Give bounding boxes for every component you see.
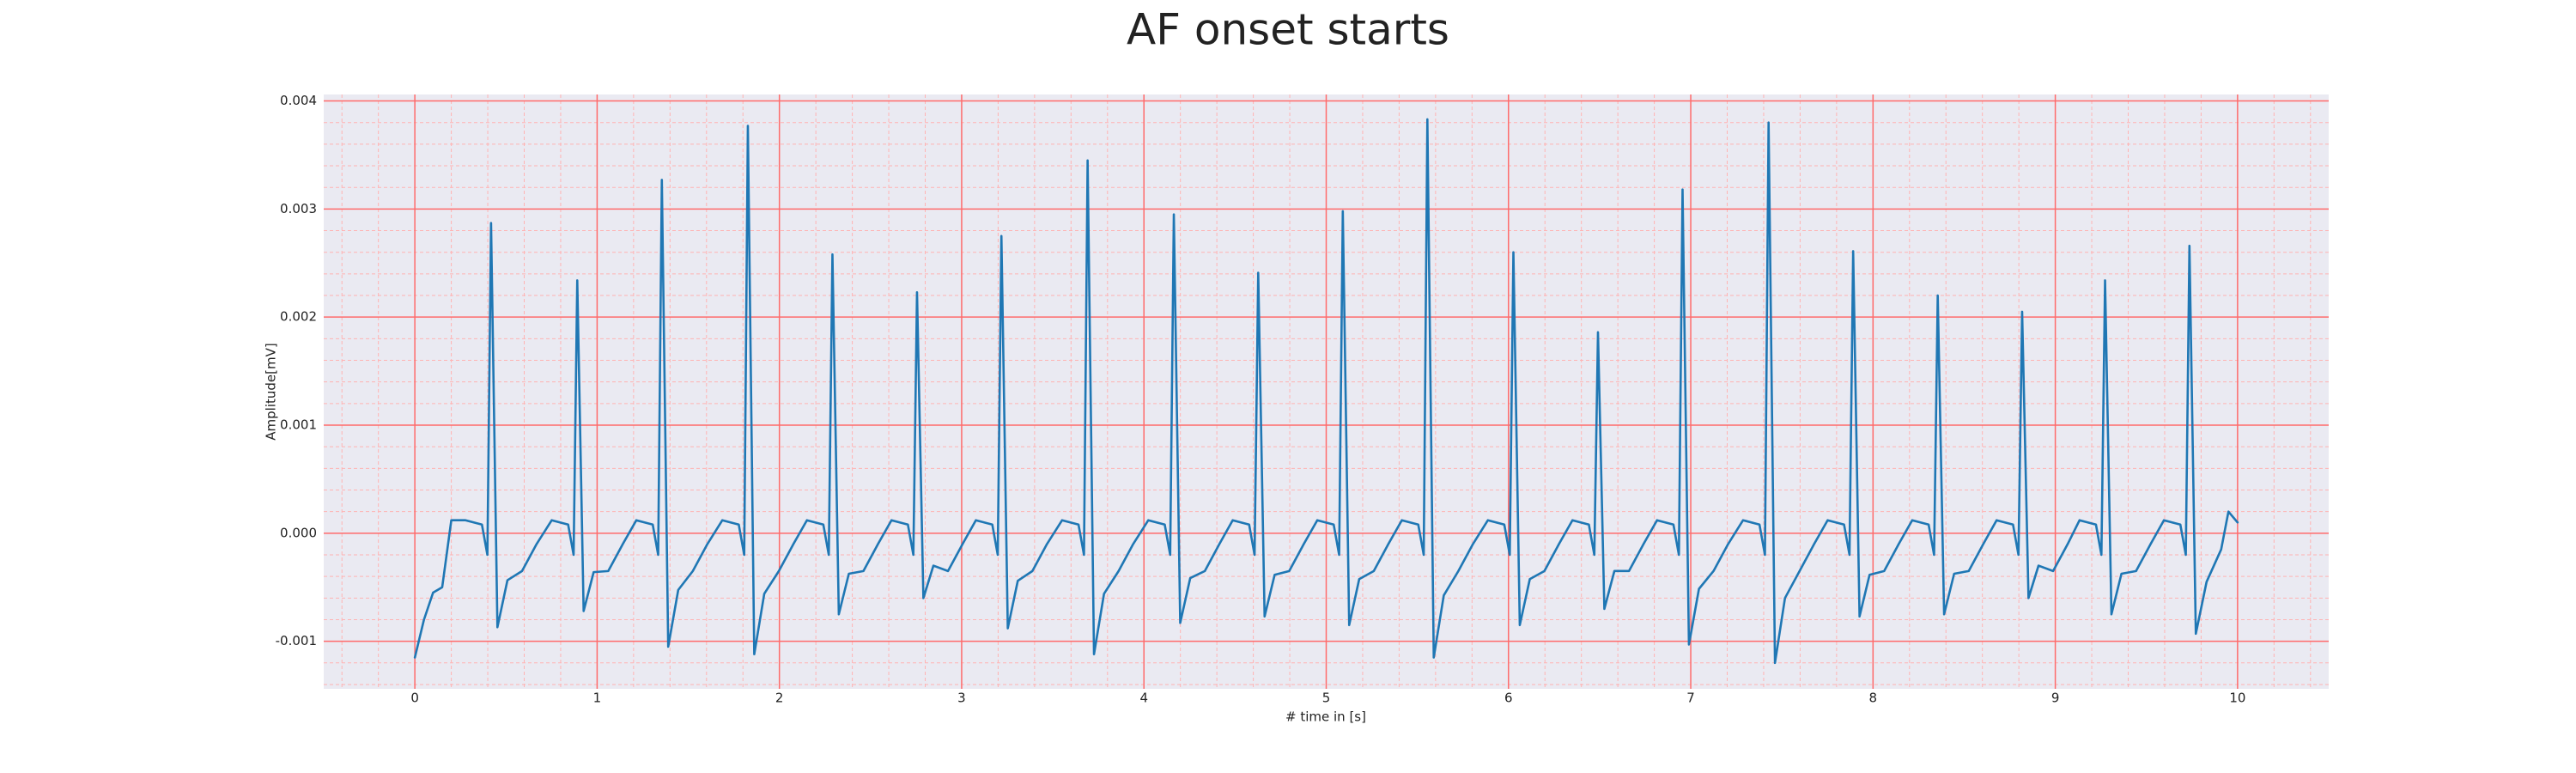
y-tick-label: 0.001	[280, 417, 317, 433]
chart-title: AF onset starts	[1127, 5, 1449, 55]
x-tick-label: 1	[593, 691, 602, 706]
labels: 0 1 2 3 4 5 6 7 8 9 10 -0.001 0.000 0.001 0.002 0.003 0.…	[276, 93, 2246, 705]
y-tick-label: 0.004	[280, 93, 317, 108]
x-tick-label: 6	[1504, 691, 1513, 706]
grid	[324, 94, 2329, 689]
x-tick-label: 8	[1869, 691, 1878, 706]
y-tick-label: 0.002	[280, 309, 317, 325]
x-tick-label: 0	[410, 691, 419, 706]
x-tick-label: 3	[957, 691, 966, 706]
x-tick-label: 5	[1322, 691, 1331, 706]
data	[413, 118, 2239, 665]
x-tick-label: 7	[1686, 691, 1695, 706]
x-axis-label: # time in [s]	[1285, 709, 1366, 725]
y-tick-label: 0.003	[280, 201, 317, 216]
x-tick-label: 10	[2229, 691, 2245, 706]
y-tick-label: -0.001	[276, 633, 317, 648]
x-tick-label: 4	[1139, 691, 1148, 706]
signal-line	[413, 118, 2239, 665]
y-axis-label: Amplitude[mV]	[264, 343, 279, 440]
x-tick-label: 2	[775, 691, 784, 706]
x-tick-label: 9	[2051, 691, 2060, 706]
y-tick-label: 0.000	[280, 525, 317, 540]
